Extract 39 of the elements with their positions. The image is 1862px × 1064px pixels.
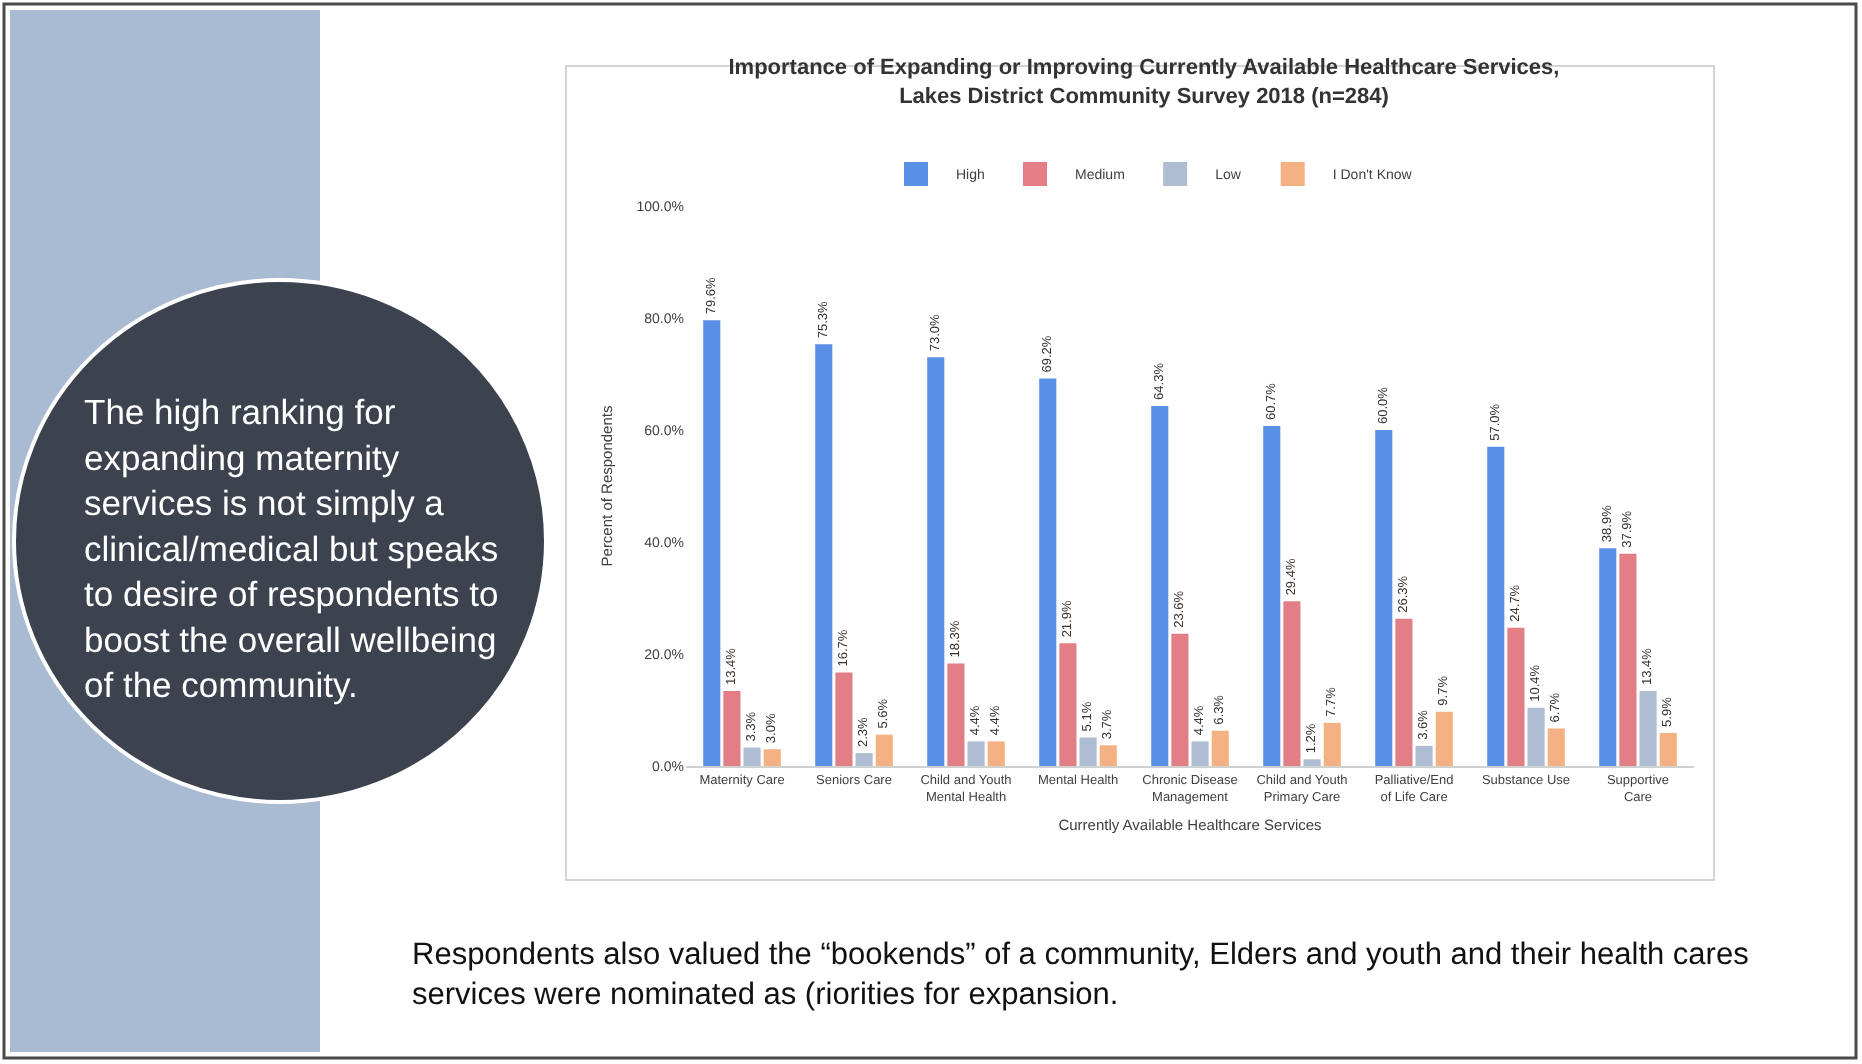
bar: [703, 320, 721, 766]
bar: [1527, 707, 1545, 766]
bar: [875, 734, 893, 766]
bar: [1435, 711, 1453, 766]
bar: [835, 672, 853, 766]
bar: [1151, 405, 1169, 766]
bar: [1039, 378, 1057, 766]
bar: [1191, 741, 1209, 766]
bar: [855, 753, 873, 766]
bar: [1659, 732, 1677, 766]
bar: [967, 741, 985, 766]
bar: [1263, 426, 1281, 766]
bar: [1619, 553, 1637, 766]
bar: [723, 690, 741, 766]
bar: [763, 749, 781, 766]
bar: [743, 747, 761, 766]
bar: [1599, 548, 1617, 766]
bar: [1303, 759, 1321, 766]
bar: [1415, 745, 1433, 766]
bar: [1395, 618, 1413, 766]
text: Respondents also valued the “bookends” of a community, Elders and youth and their health cares services were nominated as (riorities for expansion.: [412, 938, 1750, 1013]
bar: [1099, 745, 1117, 766]
bar: [1171, 633, 1189, 766]
bar: [1079, 737, 1097, 766]
bar: [927, 357, 945, 766]
bar: [1639, 690, 1657, 766]
bar: [1375, 430, 1393, 766]
bar: [1211, 730, 1229, 766]
bar: [1547, 728, 1565, 766]
text: The high ranking for expanding maternity services is not simply a clinical/medical but speaks to desire of respondents to boost the overall wellbeing of the community.: [84, 392, 499, 705]
bar: [1059, 643, 1077, 766]
bar: [1283, 601, 1301, 766]
bar: [1323, 722, 1341, 766]
bar: [815, 344, 833, 766]
bar: [1487, 446, 1505, 766]
bar: [1507, 627, 1525, 766]
chart-title: Importance of Expanding or Improving Currently Available Healthcare Services, Lakes District Community Survey 2018 (n=284): [728, 56, 1560, 109]
bar: [987, 741, 1005, 766]
bar: [947, 663, 965, 766]
